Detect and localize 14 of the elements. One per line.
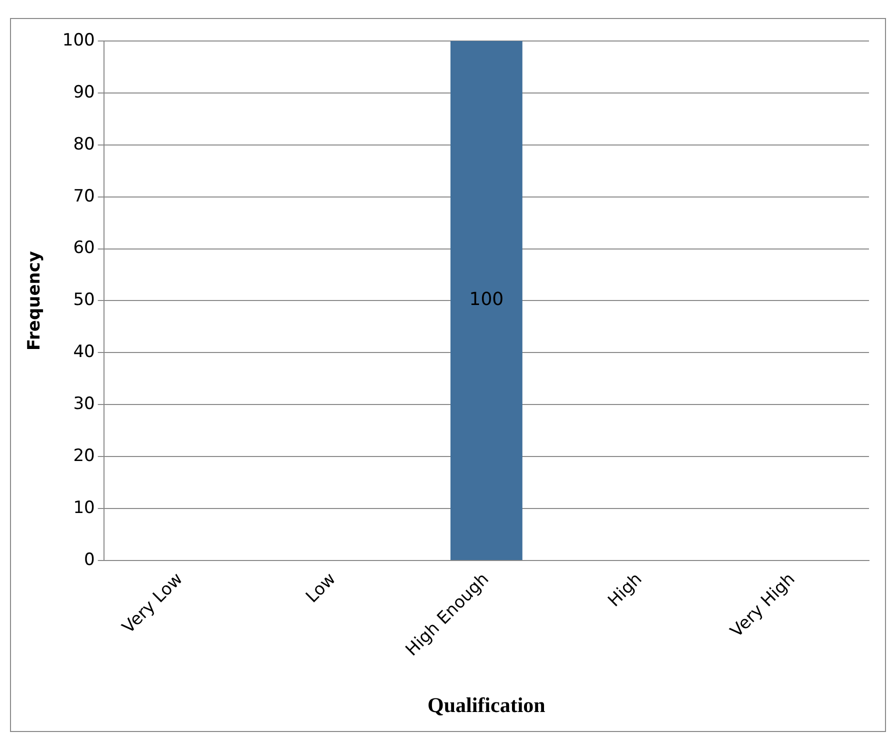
y-axis-title: Frequency xyxy=(24,250,45,351)
y-tick-label: 60 xyxy=(73,238,95,258)
y-tick-label: 70 xyxy=(73,186,95,206)
y-tick-label: 50 xyxy=(73,290,95,310)
y-tick-label: 40 xyxy=(73,342,95,362)
y-tick-label: 0 xyxy=(84,550,95,570)
x-axis-title: Qualification xyxy=(428,692,546,717)
y-tick-label: 90 xyxy=(73,82,95,102)
y-tick-label: 10 xyxy=(73,498,95,518)
y-tick-label: 30 xyxy=(73,394,95,414)
y-tick-label: 100 xyxy=(62,30,95,50)
data-label: 100 xyxy=(469,289,504,310)
y-tick-label: 20 xyxy=(73,446,95,466)
y-tick-label: 80 xyxy=(73,134,95,154)
